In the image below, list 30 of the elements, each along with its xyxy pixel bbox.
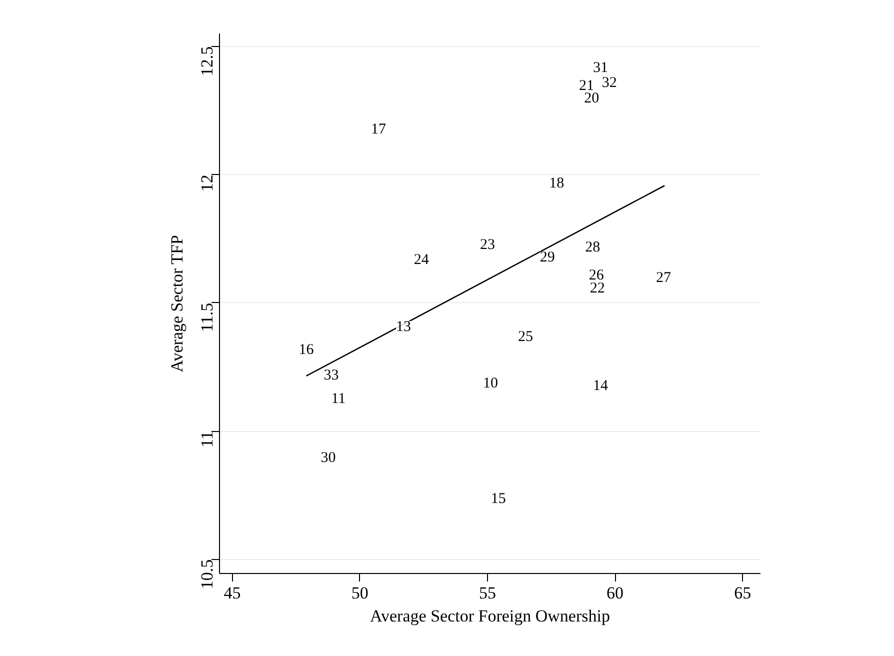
y-tick-label: 12: [198, 174, 216, 192]
x-tick-label: 55: [478, 584, 496, 602]
annotation: 15: [490, 490, 506, 507]
x-tick-label: 50: [351, 584, 368, 602]
y-tick-label: 11: [198, 431, 216, 448]
annotation: 23: [480, 236, 495, 253]
annotation: 25: [518, 329, 533, 346]
annotation: 14: [592, 378, 608, 394]
y-tick-label: 10.5: [198, 559, 216, 590]
annotation: 16: [298, 342, 314, 358]
y-axis-title: Average Sector TFP: [168, 235, 186, 372]
annotation: 27: [656, 270, 672, 286]
annotation: 29: [540, 250, 555, 266]
y-tick-label: 12.5: [198, 46, 216, 76]
annotation: 10: [483, 375, 498, 392]
x-axis-title: Average Sector Foreign Ownership: [370, 606, 610, 626]
annotation: 33: [324, 368, 339, 384]
annotation: 13: [396, 318, 411, 335]
annotation: 17: [370, 121, 386, 138]
annotation: 28: [585, 239, 600, 256]
annotation: 24: [414, 252, 430, 268]
annotation: 11: [331, 390, 346, 407]
annotation: 32: [602, 75, 617, 92]
annotation: 31: [592, 60, 608, 76]
x-tick-label: 60: [606, 584, 624, 602]
y-tick-label: 11.5: [198, 302, 216, 332]
x-tick-label: 65: [734, 584, 752, 602]
x-tick-label: 45: [224, 584, 241, 602]
annotation: 18: [549, 175, 564, 192]
annotation: 30: [320, 450, 336, 466]
